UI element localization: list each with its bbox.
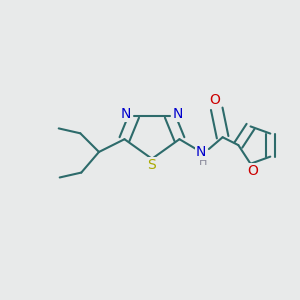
- Text: N: N: [121, 107, 131, 121]
- Text: S: S: [148, 158, 156, 172]
- Text: N: N: [172, 107, 183, 121]
- Text: H: H: [199, 157, 207, 167]
- Text: O: O: [247, 164, 258, 178]
- Text: O: O: [209, 93, 220, 107]
- Text: N: N: [196, 145, 206, 159]
